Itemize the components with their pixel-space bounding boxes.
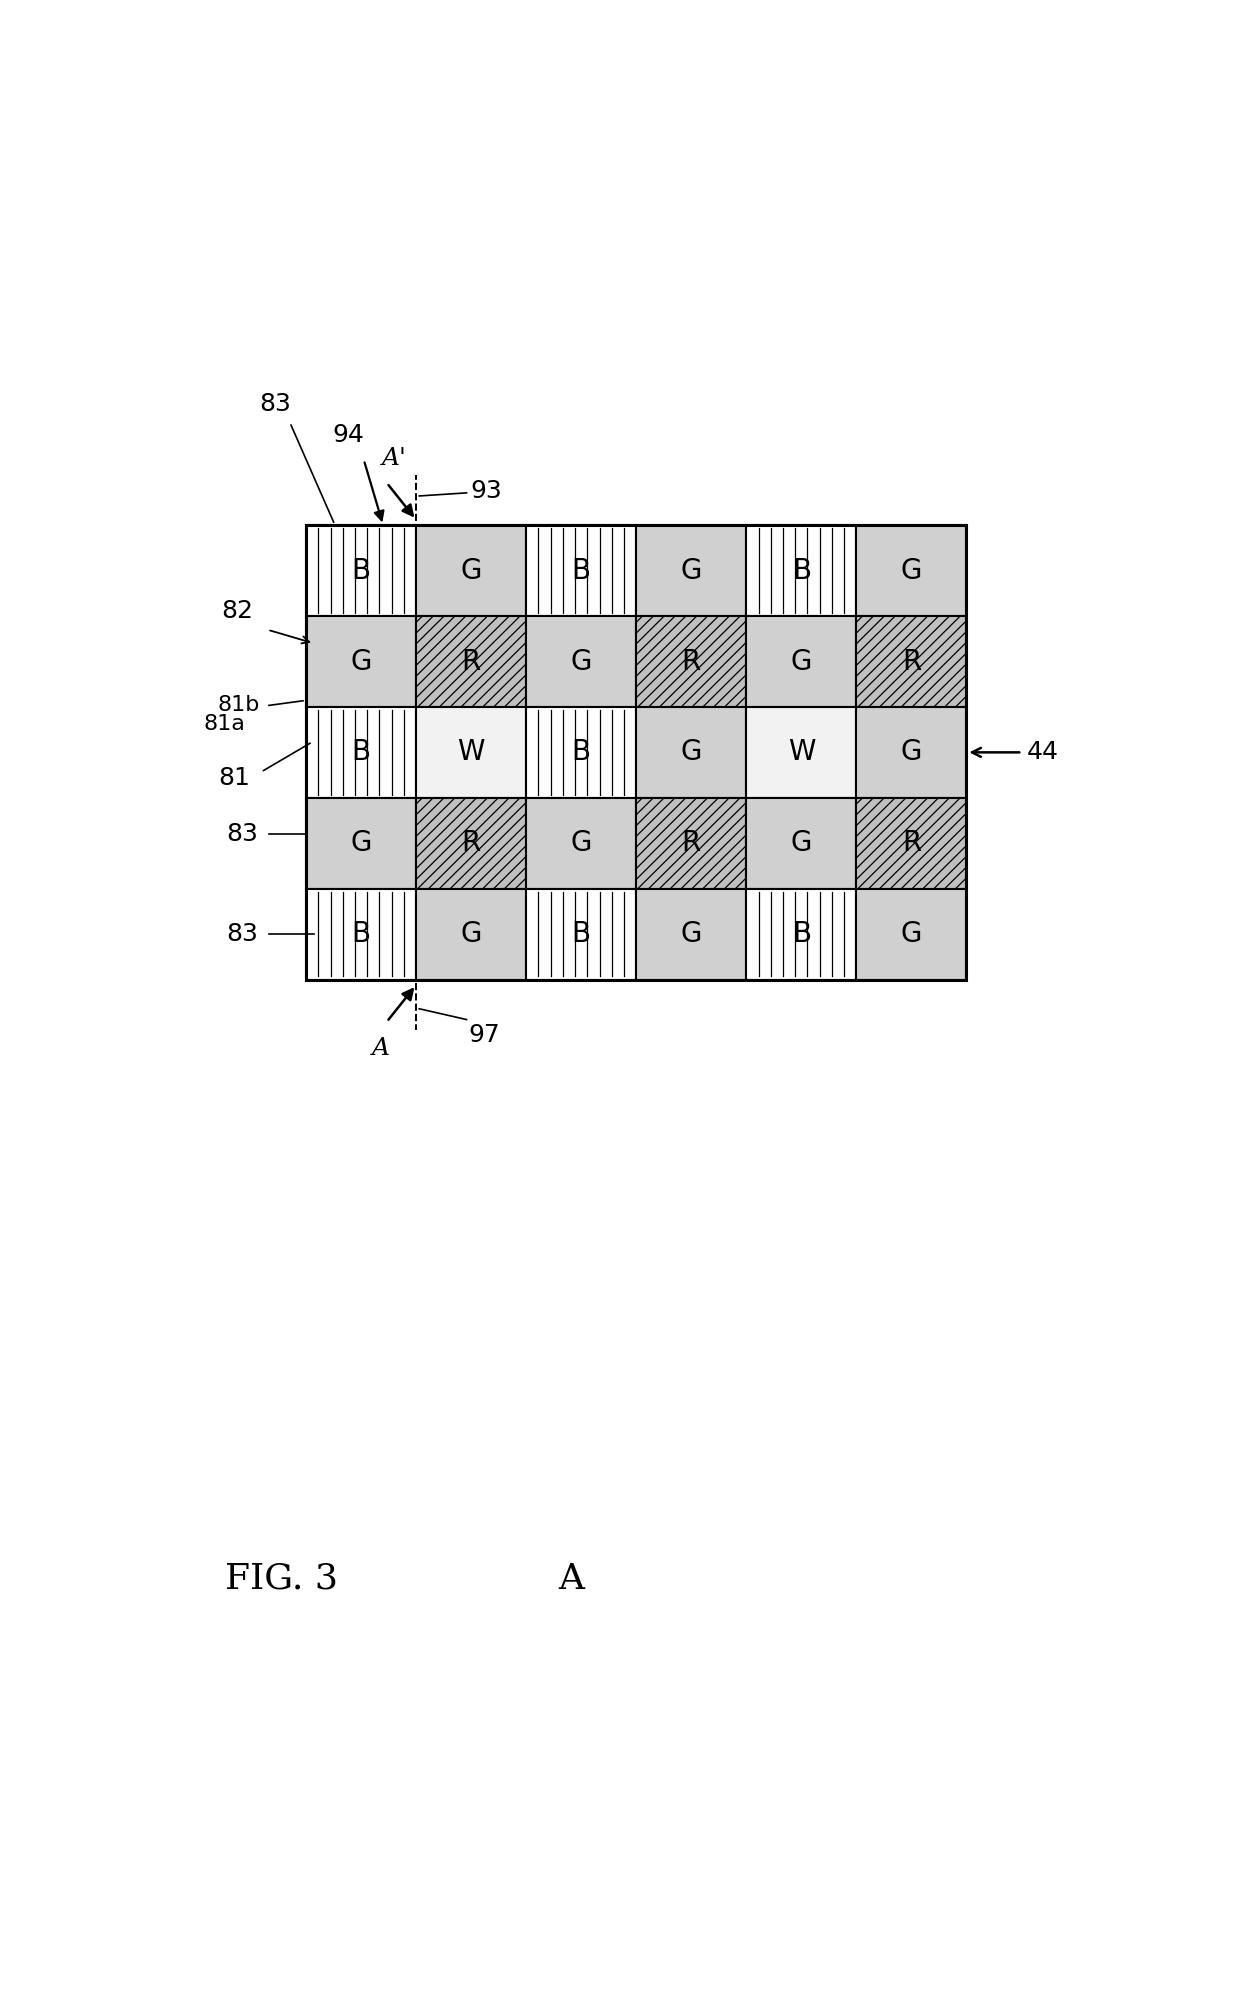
- Text: R: R: [461, 830, 481, 858]
- Bar: [746, 524, 857, 617]
- Text: R: R: [682, 830, 701, 858]
- Text: 83: 83: [226, 922, 258, 946]
- Text: G: G: [351, 830, 372, 858]
- Bar: [526, 798, 636, 888]
- Bar: [526, 888, 636, 980]
- Bar: [417, 524, 526, 617]
- Text: B: B: [572, 920, 590, 948]
- Text: G: G: [791, 647, 812, 675]
- Text: 83: 83: [259, 392, 291, 416]
- Bar: [306, 524, 966, 980]
- Bar: [857, 798, 966, 888]
- Text: W: W: [787, 739, 815, 765]
- Text: A: A: [372, 1037, 391, 1061]
- Bar: [417, 617, 526, 707]
- Text: G: G: [791, 830, 812, 858]
- Bar: [636, 798, 746, 888]
- Bar: [526, 524, 636, 617]
- Text: 94: 94: [332, 422, 365, 446]
- Bar: [306, 798, 417, 888]
- Bar: [857, 707, 966, 798]
- Text: R: R: [901, 647, 921, 675]
- Text: 81: 81: [218, 765, 250, 790]
- Text: G: G: [570, 647, 591, 675]
- Bar: [526, 707, 636, 798]
- Text: G: G: [460, 556, 482, 585]
- Text: 81b: 81b: [217, 695, 259, 715]
- Text: 44: 44: [1027, 741, 1059, 763]
- Bar: [636, 524, 746, 617]
- Bar: [636, 617, 746, 707]
- Bar: [857, 617, 966, 707]
- Text: R: R: [901, 830, 921, 858]
- Bar: [417, 707, 526, 798]
- Bar: [746, 798, 857, 888]
- Text: W: W: [458, 739, 485, 765]
- Text: B: B: [352, 920, 371, 948]
- Text: 82: 82: [222, 599, 253, 623]
- Text: B: B: [572, 739, 590, 765]
- Bar: [526, 617, 636, 707]
- Text: G: G: [681, 920, 702, 948]
- Bar: [306, 617, 417, 707]
- Bar: [636, 888, 746, 980]
- Text: 81a: 81a: [203, 713, 246, 733]
- Text: G: G: [460, 920, 482, 948]
- Text: G: G: [681, 556, 702, 585]
- Bar: [417, 888, 526, 980]
- Bar: [306, 524, 417, 617]
- Text: G: G: [900, 556, 923, 585]
- Bar: [306, 888, 417, 980]
- Text: G: G: [681, 739, 702, 765]
- Text: FIG. 3: FIG. 3: [224, 1561, 337, 1595]
- Text: G: G: [900, 739, 923, 765]
- Text: 93: 93: [470, 480, 502, 504]
- Text: B: B: [352, 739, 371, 765]
- Bar: [746, 707, 857, 798]
- Bar: [417, 798, 526, 888]
- Text: A: A: [558, 1561, 584, 1595]
- Text: A': A': [382, 446, 407, 470]
- Text: G: G: [570, 830, 591, 858]
- Text: R: R: [682, 647, 701, 675]
- Text: R: R: [461, 647, 481, 675]
- Text: B: B: [792, 920, 811, 948]
- Text: G: G: [351, 647, 372, 675]
- Bar: [857, 888, 966, 980]
- Bar: [306, 707, 417, 798]
- Text: 83: 83: [226, 822, 258, 846]
- Text: B: B: [792, 556, 811, 585]
- Text: G: G: [900, 920, 923, 948]
- Bar: [746, 888, 857, 980]
- Text: B: B: [352, 556, 371, 585]
- Bar: [746, 617, 857, 707]
- Text: B: B: [572, 556, 590, 585]
- Bar: [636, 707, 746, 798]
- Bar: [857, 524, 966, 617]
- Text: 97: 97: [469, 1023, 501, 1047]
